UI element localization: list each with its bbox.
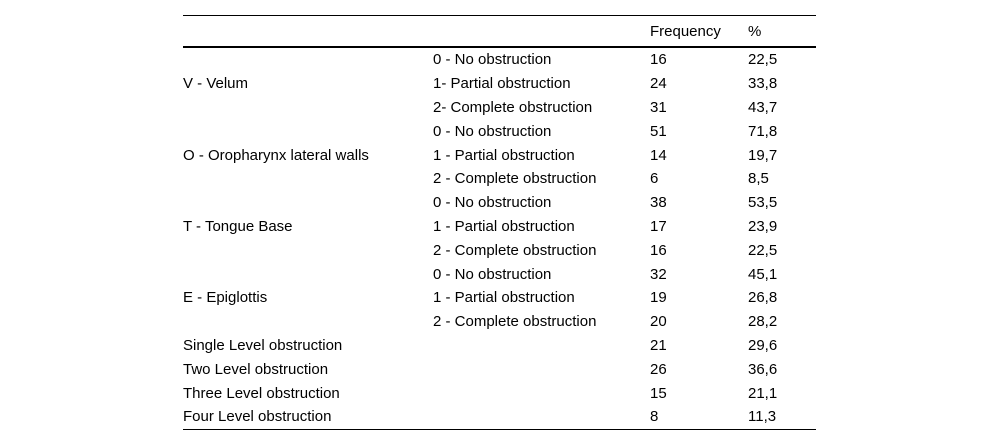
table-row: Three Level obstruction 15 21,1 [183, 381, 816, 405]
percent-value: 29,6 [748, 336, 778, 354]
table-row: O - Oropharynx lateral walls 0 - No obst… [183, 119, 816, 164]
frequency-value: 20 [650, 313, 667, 331]
group-label-epiglottis: E - Epiglottis [183, 289, 268, 307]
percent-value: 71,8 [748, 122, 778, 140]
frequency-value: 51 [650, 122, 667, 140]
percent-value: 36,6 [748, 360, 778, 378]
header-spacer-1 [183, 15, 433, 48]
table-row: 2 - Complete obstruction 6 8,5 [183, 167, 816, 191]
obstruction-level-cell: 1 - Partial obstruction [433, 289, 575, 307]
obstruction-level-cell: 2- Complete obstruction [433, 98, 593, 116]
frequency-value: 21 [650, 336, 667, 354]
obstruction-level-cell: 1 - Partial obstruction [433, 146, 575, 164]
group-label-tongue-base: T - Tongue Base [183, 217, 293, 235]
frequency-value: 16 [650, 241, 667, 259]
obstruction-level-cell: 0 - No obstruction [433, 194, 552, 212]
frequency-value: 8 [650, 408, 659, 426]
header-spacer-2 [433, 15, 650, 48]
group-label-velum: V - Velum [183, 75, 249, 93]
header-percent: % [748, 15, 816, 48]
table-row: 2 - Complete obstruction 20 28,2 [183, 310, 816, 334]
table-row: 1 - Partial obstruction 19 26,8 [183, 286, 816, 310]
frequency-value: 38 [650, 194, 667, 212]
summary-label-four-level: Four Level obstruction [183, 408, 332, 426]
header-frequency: Frequency [650, 15, 748, 48]
obstruction-level-cell: 0 - No obstruction [433, 122, 552, 140]
table-row: E - Epiglottis 0 - No obstruction 32 45,… [183, 262, 816, 307]
obstruction-level-cell: 1- Partial obstruction [433, 75, 571, 93]
percent-value: 8,5 [748, 170, 769, 188]
summary-label-single-level: Single Level obstruction [183, 336, 343, 354]
obstruction-level-cell: 0 - No obstruction [433, 265, 552, 283]
frequency-value: 19 [650, 289, 667, 307]
obstruction-level-cell: 2 - Complete obstruction [433, 241, 597, 259]
table-row: T - Tongue Base 0 - No obstruction 38 53… [183, 191, 816, 235]
obstruction-level-cell: 0 - No obstruction [433, 51, 552, 69]
percent-value: 26,8 [748, 289, 778, 307]
frequency-value: 26 [650, 360, 667, 378]
frequency-value: 15 [650, 384, 667, 402]
table-row: Two Level obstruction 26 36,6 [183, 357, 816, 381]
frequency-value: 6 [650, 170, 659, 188]
percent-value: 43,7 [748, 98, 778, 116]
summary-label-two-level: Two Level obstruction [183, 360, 329, 378]
obstruction-level-cell: 2 - Complete obstruction [433, 170, 597, 188]
percent-value: 23,9 [748, 217, 778, 235]
percent-value: 45,1 [748, 265, 778, 283]
frequency-value: 31 [650, 98, 667, 116]
frequency-value: 17 [650, 217, 667, 235]
percent-value: 19,7 [748, 146, 778, 164]
frequency-value: 32 [650, 265, 667, 283]
table-header-row: Frequency % [183, 15, 816, 48]
percent-value: 22,5 [748, 51, 778, 69]
percent-value: 11,3 [748, 408, 777, 426]
summary-label-three-level: Three Level obstruction [183, 384, 340, 402]
obstruction-level-cell: 1 - Partial obstruction [433, 217, 575, 235]
frequency-value: 16 [650, 51, 667, 69]
vote-classification-table: Frequency % V - Velum 0 - No obstruction… [183, 15, 816, 430]
percent-value: 28,2 [748, 313, 778, 331]
frequency-value: 14 [650, 146, 667, 164]
table-row: 1 - Partial obstruction 14 19,7 [183, 143, 816, 167]
percent-value: 33,8 [748, 75, 778, 93]
table-row: 2- Complete obstruction 31 43,7 [183, 96, 816, 120]
obstruction-level-cell: 2 - Complete obstruction [433, 313, 597, 331]
frequency-value: 24 [650, 75, 667, 93]
table-row: Four Level obstruction 8 11,3 [183, 405, 816, 429]
table-row: 1 - Partial obstruction 17 23,9 [183, 215, 816, 239]
table-row: Single Level obstruction 21 29,6 [183, 334, 816, 358]
percent-value: 53,5 [748, 194, 778, 212]
group-label-oropharynx: O - Oropharynx lateral walls [183, 146, 369, 164]
table-row: 2 - Complete obstruction 16 22,5 [183, 238, 816, 262]
table-row: V - Velum 0 - No obstruction 16 22,5 [183, 47, 816, 92]
percent-value: 22,5 [748, 241, 778, 259]
percent-value: 21,1 [748, 384, 778, 402]
table-row: 1- Partial obstruction 24 33,8 [183, 72, 816, 96]
